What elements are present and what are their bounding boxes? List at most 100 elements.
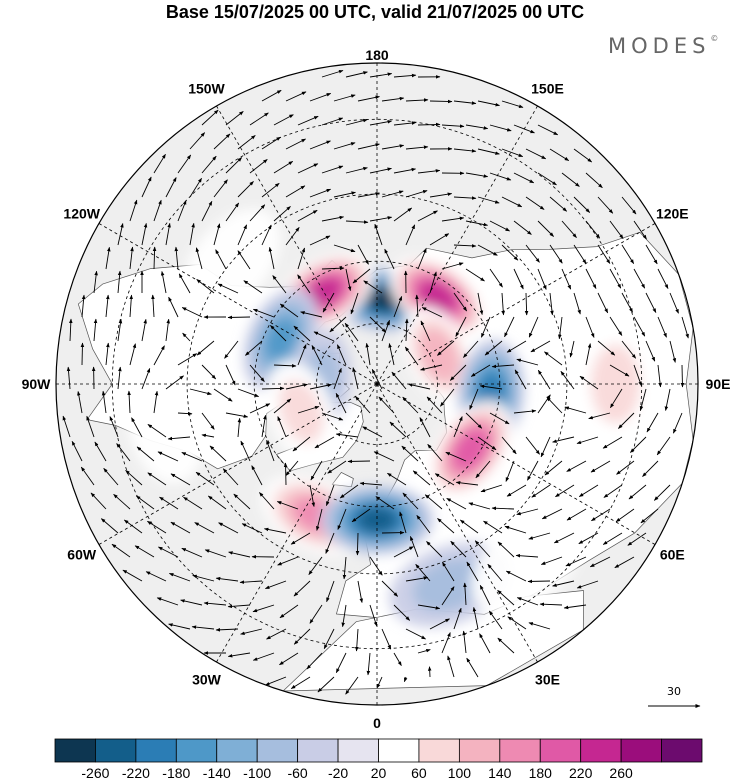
wind-vector-356 [505, 460, 515, 482]
wind-vector-279 [514, 369, 527, 390]
wind-vector-79 [429, 192, 453, 198]
wind-vector-382 [531, 484, 551, 498]
colorbar-tick-2: -180 [162, 765, 190, 781]
wind-vector-482 [279, 604, 299, 619]
wind-vector-246 [365, 342, 371, 366]
wind-vector-520 [441, 632, 451, 654]
wind-vector-47 [573, 148, 593, 163]
wind-vector-367 [170, 473, 191, 486]
wind-vector-351 [373, 451, 395, 462]
wind-vector-422 [355, 532, 360, 556]
wind-vector-37 [333, 142, 356, 150]
colorbar-tick-9: 100 [448, 765, 472, 781]
wind-vector-215 [224, 340, 239, 359]
wind-vector-352 [401, 445, 419, 462]
wind-vector-320 [261, 414, 267, 438]
wind-vector-144 [352, 268, 371, 284]
wind-vector-360 [590, 460, 611, 473]
wind-vector-31 [189, 132, 206, 150]
wind-vector-522 [479, 633, 491, 654]
wind-vector-34 [261, 136, 281, 150]
wind-vector-409 [591, 508, 611, 522]
longitude-label-0: 180 [365, 47, 389, 63]
colorbar-tick-8: 60 [411, 765, 427, 781]
wind-vector-18 [249, 112, 269, 126]
wind-vector-147 [441, 262, 464, 270]
wind-vector-490 [479, 584, 491, 606]
wind-vector-193 [329, 316, 347, 333]
wind-vector-295 [297, 405, 320, 414]
wind-vector-9 [357, 95, 380, 102]
wind-vector-289 [153, 390, 159, 414]
colorbar-box-6 [297, 738, 339, 763]
wind-vector-66 [585, 172, 603, 189]
colorbar-box-3 [175, 738, 218, 763]
wind-vector-122 [405, 224, 416, 246]
wind-vector-73 [285, 185, 306, 198]
wind-vector-13 [453, 100, 477, 105]
wind-vector-23 [369, 120, 393, 126]
wind-vector-306 [546, 396, 563, 414]
wind-vector-311 [672, 412, 683, 434]
wind-vector-442 [277, 556, 299, 566]
wind-vector-457 [122, 569, 143, 582]
wind-vector-281 [560, 370, 575, 390]
wind-vector-426 [437, 518, 455, 534]
wind-vector-254 [544, 351, 563, 366]
wind-vector-329 [477, 436, 497, 451]
colorbar-box-1 [95, 738, 137, 763]
wind-vector-515 [306, 652, 323, 670]
wind-vector-516 [335, 652, 347, 674]
wind-vector-45 [525, 148, 547, 160]
wind-vector-315 [131, 417, 143, 438]
wind-vector-354 [445, 451, 467, 462]
wind-vector-324 [335, 432, 359, 438]
wind-vector-99 [393, 207, 413, 222]
wind-vector-383 [555, 484, 575, 498]
wind-vector-109 [633, 220, 647, 240]
wind-vector-298 [355, 396, 371, 414]
wind-vector-191 [279, 303, 299, 318]
wind-vector-355 [475, 460, 491, 479]
wind-vector-212 [165, 318, 170, 342]
wind-vector-372 [309, 484, 316, 508]
wind-vector-498 [240, 628, 263, 635]
wind-vector-431 [553, 532, 575, 544]
wind-vector-166 [297, 274, 311, 294]
wind-vector-341 [136, 446, 155, 462]
wind-vector-260 [66, 366, 71, 390]
wind-vector-491 [497, 589, 515, 606]
wind-vector-304 [513, 409, 537, 414]
colorbar-tick-0: -260 [81, 765, 109, 781]
wind-vector-224 [437, 340, 455, 356]
wind-vector-174 [501, 292, 506, 316]
wind-vector-81 [477, 196, 500, 204]
wind-vector-94 [273, 206, 291, 222]
wind-vector-247 [388, 343, 395, 366]
wind-vector-179 [621, 292, 633, 313]
wind-vector-349 [327, 460, 347, 474]
wind-vector-301 [426, 396, 443, 414]
wind-vector-150 [513, 268, 524, 290]
wind-vector-181 [669, 292, 679, 314]
wind-vector-171 [429, 271, 437, 294]
wind-vector-158 [117, 270, 122, 294]
colorbar-tick-6: -20 [328, 765, 348, 781]
wind-vector-87 [621, 196, 637, 215]
wind-vector-391 [159, 496, 179, 510]
wind-vector-32 [213, 133, 231, 150]
wind-vector-376 [387, 472, 407, 486]
colorbar-tick-13: 260 [609, 765, 633, 781]
wind-vector-262 [117, 366, 122, 390]
wind-vector-89 [153, 199, 162, 222]
wind-vector-485 [369, 604, 378, 627]
wind-vector-527 [345, 676, 359, 695]
wind-vector-330 [501, 436, 517, 455]
wind-vector-523 [497, 637, 515, 654]
wind-vector-344 [209, 445, 227, 462]
wind-vector-500 [293, 628, 311, 645]
wind-vector-496 [191, 625, 215, 630]
wind-vector-252 [491, 364, 515, 369]
wind-vector-61 [465, 172, 489, 178]
